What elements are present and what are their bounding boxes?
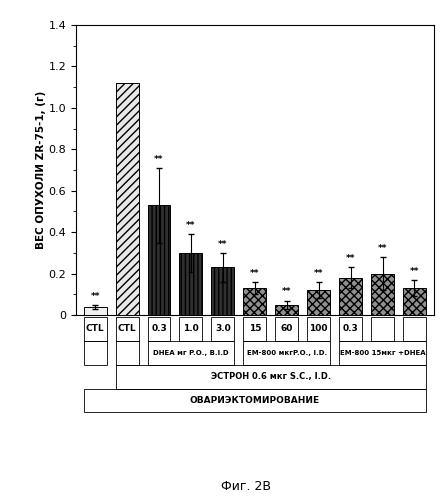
- Text: Фиг. 2В: Фиг. 2В: [221, 480, 271, 492]
- Bar: [243, 317, 266, 341]
- Bar: [179, 317, 202, 341]
- Bar: [243, 288, 266, 315]
- Bar: [84, 306, 107, 315]
- Y-axis label: ВЕС ОПУХОЛИ ZR-75-1, (г): ВЕС ОПУХОЛИ ZR-75-1, (г): [36, 91, 46, 249]
- Bar: [211, 268, 234, 315]
- Text: **: **: [282, 288, 291, 296]
- Text: ЭСТРОН 0.6 мкг S.C., I.D.: ЭСТРОН 0.6 мкг S.C., I.D.: [211, 372, 331, 381]
- Text: EM-800 мкгP.O., I.D.: EM-800 мкгP.O., I.D.: [247, 350, 327, 356]
- Bar: [307, 317, 330, 341]
- Bar: [403, 317, 426, 341]
- Bar: [116, 364, 426, 388]
- Text: 100: 100: [309, 324, 328, 334]
- Text: **: **: [218, 240, 228, 248]
- Bar: [84, 388, 426, 412]
- Bar: [307, 290, 330, 315]
- Bar: [84, 341, 107, 364]
- Bar: [116, 317, 139, 341]
- Bar: [116, 83, 139, 315]
- Text: 0.3: 0.3: [151, 324, 167, 334]
- Text: 0.3: 0.3: [343, 324, 358, 334]
- Bar: [275, 304, 298, 315]
- Bar: [371, 274, 394, 315]
- Bar: [116, 341, 139, 364]
- Text: **: **: [154, 155, 164, 164]
- Text: **: **: [314, 268, 323, 278]
- Text: 60: 60: [281, 324, 293, 334]
- Bar: [243, 341, 330, 364]
- Text: **: **: [410, 266, 419, 276]
- Bar: [211, 317, 234, 341]
- Bar: [148, 317, 170, 341]
- Bar: [84, 317, 107, 341]
- Text: **: **: [186, 221, 196, 230]
- Bar: [148, 205, 170, 315]
- Text: 1.0: 1.0: [183, 324, 199, 334]
- Bar: [339, 317, 362, 341]
- Text: CTL: CTL: [118, 324, 136, 334]
- Text: 15: 15: [249, 324, 261, 334]
- Text: DHEA мг P.O., B.I.D: DHEA мг P.O., B.I.D: [153, 350, 229, 356]
- Text: **: **: [250, 268, 260, 278]
- Bar: [148, 341, 234, 364]
- Text: 3.0: 3.0: [215, 324, 231, 334]
- Text: **: **: [378, 244, 387, 253]
- Text: EM-800 15мкг +DHEA: EM-800 15мкг +DHEA: [340, 350, 425, 356]
- Text: ОВАРИЭКТОМИРОВАНИЕ: ОВАРИЭКТОМИРОВАНИЕ: [190, 396, 320, 405]
- Bar: [339, 341, 426, 364]
- Bar: [403, 288, 426, 315]
- Bar: [339, 278, 362, 315]
- Bar: [371, 317, 394, 341]
- Text: **: **: [90, 292, 100, 300]
- Text: **: **: [346, 254, 355, 263]
- Text: CTL: CTL: [86, 324, 105, 334]
- Bar: [179, 253, 202, 315]
- Bar: [275, 317, 298, 341]
